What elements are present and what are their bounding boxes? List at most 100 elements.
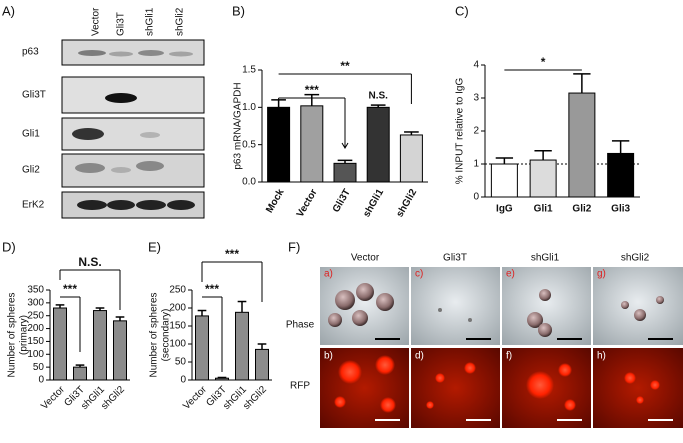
x-tick-label: Vector: [295, 187, 320, 219]
annotation: *: [541, 55, 546, 69]
y-tick-label: 2: [473, 126, 479, 137]
x-tick-label: shGli1: [361, 187, 386, 219]
phase-images: [320, 267, 683, 345]
image-label: d): [415, 351, 424, 362]
y-axis-label: (primary): [19, 315, 30, 355]
bar: [235, 311, 249, 381]
micrograph-panel: F) Vector Gli3T shGli1 shGli2 Phase RFP …: [286, 239, 683, 428]
bar: [195, 315, 209, 381]
y-axis-label: Number of spheres: [7, 292, 18, 377]
row-label: Gli3T: [22, 90, 46, 101]
y-tick-label: 0: [38, 375, 44, 386]
y-tick-label: 50: [175, 357, 187, 368]
y-axis-label: Number of spheres: [149, 292, 160, 377]
panel-label: A): [2, 3, 15, 18]
row-label: p63: [22, 47, 39, 58]
y-axis-label: p63 mRNA/GAPDH: [233, 82, 244, 169]
y-tick-label: 200: [169, 303, 186, 314]
x-tick-label: IgG: [496, 204, 513, 215]
annotation: ***: [205, 282, 219, 296]
panel-label: C): [455, 3, 469, 18]
y-tick-label: 0: [180, 375, 186, 386]
image-label: c): [415, 269, 423, 280]
y-tick-label: 250: [169, 285, 186, 296]
bands: [72, 50, 195, 210]
lane-label: Gli3T: [116, 12, 127, 36]
y-axis-label: % INPUT relative to IgG: [455, 78, 466, 185]
lane-label: Vector: [91, 7, 102, 36]
image-label: h): [597, 351, 606, 362]
image-label: e): [506, 269, 515, 280]
y-axis-label: (secondary): [161, 309, 172, 362]
bar: [607, 152, 635, 198]
y-tick-label: 150: [27, 336, 44, 347]
panel-label: F): [288, 239, 300, 254]
column-label: shGli1: [531, 253, 560, 264]
y-tick-label: 4: [473, 60, 479, 71]
x-tick-label: Vector: [39, 384, 67, 412]
y-tick-label: 200: [27, 323, 44, 334]
annotation: **: [340, 59, 350, 73]
blot-panel: A) Vector Gli3T shGli1 shGli2 p63 Gli3T …: [2, 3, 205, 219]
arrow-head: [341, 142, 349, 149]
y-tick-label: 100: [169, 339, 186, 350]
panel-label: B): [232, 3, 245, 18]
rfp-images: [320, 348, 683, 428]
bar: [300, 105, 324, 183]
y-tick-label: 300: [27, 297, 44, 308]
x-tick-label: Gli3: [611, 204, 630, 215]
row-label: ErK2: [22, 200, 45, 211]
x-tick-label: Gli3T: [331, 187, 353, 214]
bar: [568, 92, 596, 198]
annotation: N.S.: [368, 91, 388, 102]
image-label: b): [324, 351, 333, 362]
bar: [215, 377, 229, 381]
y-tick-label: 1: [473, 159, 479, 170]
panel-label: E): [148, 239, 161, 254]
column-label: Vector: [351, 253, 380, 264]
bar: [93, 310, 107, 381]
y-tick-label: 3: [473, 93, 479, 104]
row-label: RFP: [290, 381, 310, 392]
x-tick-label: Gli2: [572, 204, 591, 215]
x-tick-label: shGli2: [394, 187, 419, 219]
bar: [490, 163, 518, 198]
bar: [113, 320, 127, 381]
y-tick-label: 0: [473, 192, 479, 203]
bar: [73, 366, 87, 381]
x-tick-label: Mock: [264, 187, 287, 215]
bar: [53, 307, 67, 381]
annotation: ***: [225, 247, 239, 261]
y-tick-label: 250: [27, 310, 44, 321]
bar: [529, 159, 557, 198]
annotation: N.S.: [78, 255, 101, 269]
x-tick-label: Gli1: [534, 204, 553, 215]
annotation: ***: [63, 282, 77, 296]
y-tick-label: 100: [27, 349, 44, 360]
row-label: Phase: [286, 320, 315, 331]
bar: [399, 134, 423, 183]
row-label: Gli1: [22, 129, 40, 140]
bar: [267, 106, 291, 183]
bar: [333, 162, 357, 183]
y-tick-label: 1.5: [242, 65, 256, 76]
y-tick-label: 0.0: [242, 177, 256, 188]
y-tick-label: 150: [169, 321, 186, 332]
column-label: shGli2: [621, 253, 650, 264]
lane-label: shGli2: [175, 7, 186, 36]
x-tick-label: Vector: [181, 384, 209, 412]
bar: [366, 106, 390, 183]
image-label: g): [597, 269, 606, 280]
x-tick-label: shGli2: [241, 384, 269, 412]
panel-label: D): [2, 239, 16, 254]
annotation: ***: [305, 83, 319, 97]
x-tick-label: shGli2: [99, 384, 127, 412]
bar: [255, 348, 269, 381]
image-label: f): [506, 351, 512, 362]
lane-label: shGli1: [145, 7, 156, 36]
y-tick-label: 1.0: [242, 102, 256, 113]
column-label: Gli3T: [443, 253, 467, 264]
y-tick-label: 350: [27, 285, 44, 296]
y-tick-label: 50: [33, 362, 45, 373]
